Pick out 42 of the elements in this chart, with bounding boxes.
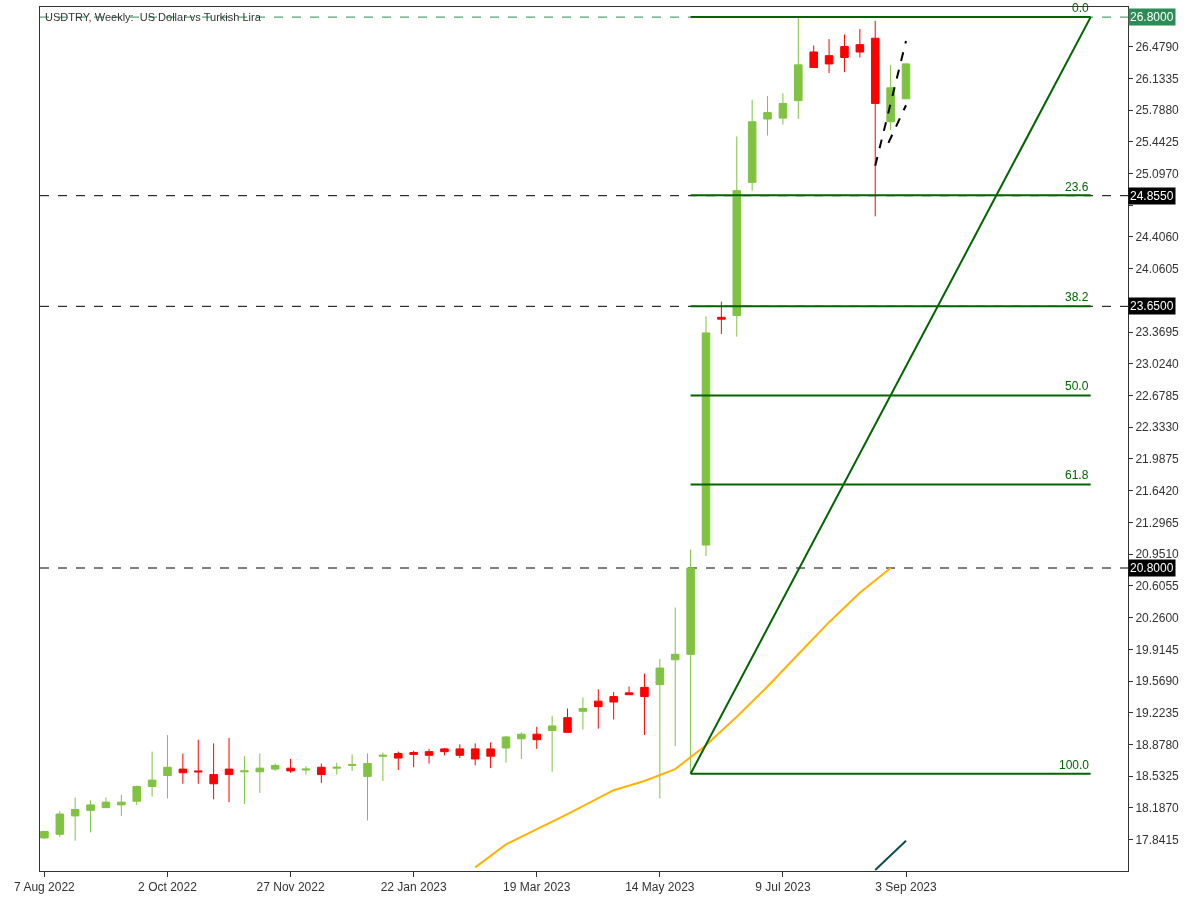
y-tick-label: 24.4060 xyxy=(1135,230,1180,245)
x-tick-label: 14 May 2023 xyxy=(625,880,695,895)
ref-line-label: 26.8000 xyxy=(1130,10,1174,24)
y-tick-label: 25.7880 xyxy=(1135,103,1180,118)
y-tick-label: 21.9875 xyxy=(1135,452,1180,467)
y-tick-label: 20.2600 xyxy=(1135,610,1180,625)
y-tick-label: 23.3695 xyxy=(1135,325,1180,340)
annotation: 100.0 xyxy=(1059,758,1090,772)
ref-line-label: 23.6500 xyxy=(1130,299,1174,313)
annotation: 50.0 xyxy=(1065,379,1089,393)
y-tick-label: 25.0970 xyxy=(1135,166,1180,181)
y-tick-label: 25.4425 xyxy=(1135,134,1180,149)
chart-title: USDTRY, Weekly: US Dollar vs Turkish Lira xyxy=(45,11,262,24)
ref-line-label: 24.8550 xyxy=(1130,189,1174,203)
x-tick-label: 22 Jan 2023 xyxy=(380,880,448,895)
annotation: 23.6 xyxy=(1065,180,1089,194)
y-tick-label: 23.0240 xyxy=(1135,357,1180,371)
y-tick-label: 22.6785 xyxy=(1135,388,1180,403)
y-tick-label: 20.9510 xyxy=(1135,547,1180,562)
y-tick-label: 24.0605 xyxy=(1135,261,1180,276)
y-tick-label: 21.6420 xyxy=(1135,483,1180,498)
annotation: 61.8 xyxy=(1065,468,1089,482)
y-tick-label: 26.4790 xyxy=(1135,39,1180,54)
annotation: 38.2 xyxy=(1065,290,1089,304)
y-tick-label: 18.5325 xyxy=(1135,769,1180,784)
x-tick-label: 2 Oct 2022 xyxy=(138,880,198,895)
x-tick-label: 19 Mar 2023 xyxy=(503,880,571,895)
y-tick-label: 19.5690 xyxy=(1135,674,1180,689)
x-tick-label: 7 Aug 2022 xyxy=(14,880,76,895)
y-tick-label: 18.1870 xyxy=(1135,801,1180,816)
y-tick-label: 19.9145 xyxy=(1135,642,1180,657)
x-tick-label: 9 Jul 2023 xyxy=(755,880,811,895)
y-tick-label: 19.2235 xyxy=(1135,705,1180,720)
y-tick-label: 18.8780 xyxy=(1135,737,1180,752)
ref-line-label: 20.8000 xyxy=(1130,561,1174,575)
x-tick-label: 27 Nov 2022 xyxy=(256,880,325,895)
y-tick-label: 17.8415 xyxy=(1135,832,1180,847)
x-tick-label: 3 Sep 2023 xyxy=(875,880,938,895)
y-tick-label: 26.1335 xyxy=(1135,71,1180,86)
y-tick-label: 20.6055 xyxy=(1135,579,1180,594)
y-tick-label: 21.2965 xyxy=(1135,515,1180,530)
y-tick-label: 22.3330 xyxy=(1135,420,1180,435)
